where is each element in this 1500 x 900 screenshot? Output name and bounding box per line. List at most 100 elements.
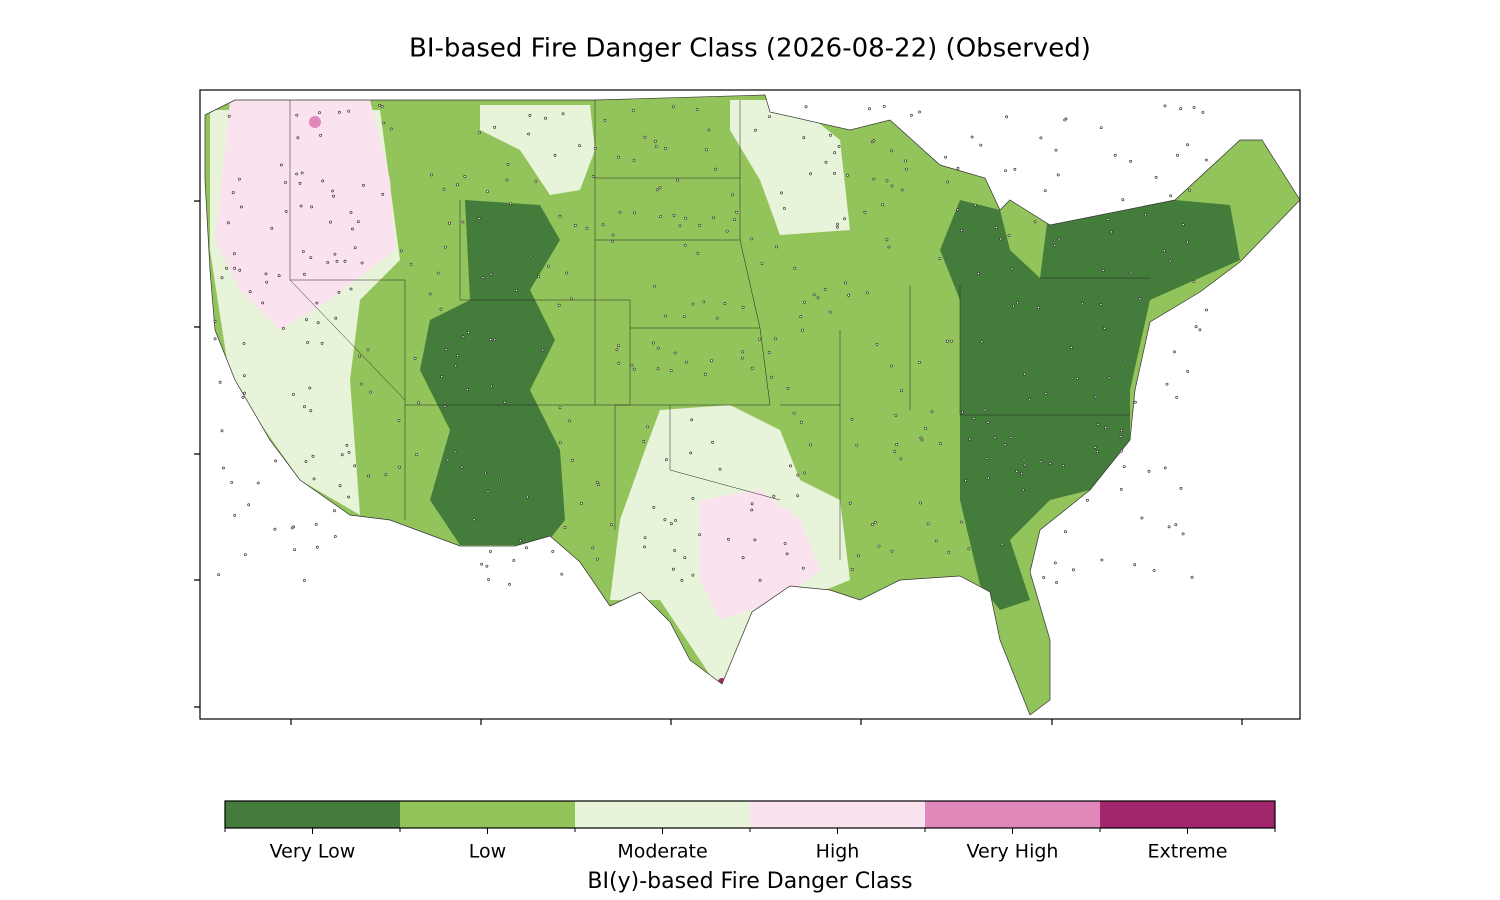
station-dot bbox=[890, 149, 894, 153]
station-dot bbox=[277, 274, 281, 278]
colorbar-frame bbox=[224, 800, 1276, 829]
station-dot bbox=[783, 206, 786, 210]
station-dot bbox=[578, 144, 581, 148]
station-dot bbox=[1043, 189, 1047, 193]
station-dot bbox=[643, 135, 647, 139]
station-dot bbox=[332, 509, 336, 513]
station-dot bbox=[232, 252, 236, 256]
station-dot bbox=[890, 364, 893, 368]
station-dot bbox=[1168, 259, 1172, 263]
station-dot bbox=[333, 252, 337, 256]
colorbar-segment bbox=[575, 801, 750, 828]
station-dot bbox=[591, 546, 595, 550]
station-dot bbox=[333, 535, 337, 538]
station-dot bbox=[1005, 115, 1009, 119]
station-dot bbox=[669, 522, 673, 526]
station-dot bbox=[653, 284, 656, 288]
station-dot bbox=[461, 335, 465, 339]
station-dot bbox=[302, 579, 306, 582]
colorbar-class-label: Moderate bbox=[617, 841, 707, 863]
station-dot bbox=[261, 301, 265, 305]
colorbar-class-label: Very High bbox=[967, 841, 1059, 863]
station-dot bbox=[653, 139, 657, 143]
station-dot bbox=[1044, 391, 1048, 395]
station-dot bbox=[750, 366, 754, 370]
station-dot bbox=[1037, 306, 1040, 310]
station-dot bbox=[303, 405, 306, 409]
station-dot bbox=[672, 567, 675, 571]
station-dot bbox=[318, 111, 321, 115]
station-dot bbox=[242, 374, 246, 378]
station-dot bbox=[315, 301, 319, 305]
station-dot bbox=[443, 245, 447, 249]
station-dot bbox=[740, 356, 744, 360]
station-dot bbox=[316, 321, 320, 325]
station-dot bbox=[918, 360, 921, 364]
station-dot bbox=[714, 167, 718, 171]
station-dot bbox=[221, 466, 225, 470]
station-dot bbox=[1122, 465, 1126, 469]
station-dot bbox=[1099, 303, 1103, 306]
station-dot bbox=[918, 110, 921, 114]
station-dot bbox=[1096, 450, 1099, 453]
station-dot bbox=[382, 121, 386, 125]
station-dot bbox=[685, 360, 688, 364]
station-dot bbox=[904, 159, 908, 163]
station-dot bbox=[799, 315, 803, 319]
station-dot bbox=[1022, 458, 1026, 462]
station-dot bbox=[349, 211, 353, 214]
station-dot bbox=[558, 214, 562, 218]
station-dot bbox=[1106, 218, 1110, 222]
station-dot bbox=[1154, 175, 1158, 179]
station-dot bbox=[541, 348, 545, 352]
station-dot bbox=[1129, 159, 1133, 163]
station-dot bbox=[1103, 326, 1107, 330]
station-dot bbox=[741, 305, 745, 309]
station-dot bbox=[673, 351, 677, 355]
station-dot bbox=[1013, 167, 1017, 171]
station-dot bbox=[558, 406, 562, 410]
station-dot bbox=[595, 557, 599, 561]
station-dot bbox=[1000, 542, 1004, 546]
station-dot bbox=[611, 233, 615, 237]
station-dot bbox=[1062, 464, 1065, 467]
colorbar-label: BI(y)-based Fire Danger Class bbox=[587, 869, 912, 894]
station-dot bbox=[293, 548, 297, 552]
station-dot bbox=[347, 109, 351, 113]
station-dot bbox=[241, 395, 245, 399]
station-dot bbox=[444, 348, 448, 351]
station-dot bbox=[296, 136, 300, 140]
station-dot bbox=[306, 341, 310, 344]
station-dot bbox=[960, 228, 964, 232]
station-dot bbox=[1176, 153, 1179, 157]
station-dot bbox=[335, 259, 339, 263]
station-dot bbox=[378, 104, 382, 107]
station-dot bbox=[256, 481, 260, 485]
station-dot bbox=[676, 178, 680, 182]
station-dot bbox=[368, 390, 372, 394]
station-dot bbox=[1057, 237, 1061, 241]
station-dot bbox=[691, 497, 695, 500]
station-dot bbox=[847, 293, 851, 297]
station-dot bbox=[1099, 126, 1103, 130]
colorbar-class-label: Extreme bbox=[1148, 841, 1228, 863]
station-dot bbox=[509, 202, 513, 206]
station-dot bbox=[741, 556, 745, 560]
station-dot bbox=[846, 173, 850, 177]
station-dot bbox=[356, 220, 360, 224]
station-dot bbox=[560, 572, 564, 576]
station-dot bbox=[727, 537, 730, 541]
station-dot bbox=[663, 518, 667, 522]
station-dot bbox=[308, 386, 312, 390]
station-dot bbox=[593, 146, 597, 150]
station-dot bbox=[946, 180, 950, 184]
station-dot bbox=[718, 467, 722, 471]
station-dot bbox=[986, 476, 990, 480]
station-dot bbox=[311, 454, 315, 458]
station-dot bbox=[836, 225, 839, 229]
station-dot bbox=[871, 523, 874, 526]
station-dot bbox=[633, 211, 636, 215]
station-dot bbox=[319, 133, 323, 137]
station-dot bbox=[1167, 525, 1171, 529]
station-dot bbox=[603, 118, 607, 122]
